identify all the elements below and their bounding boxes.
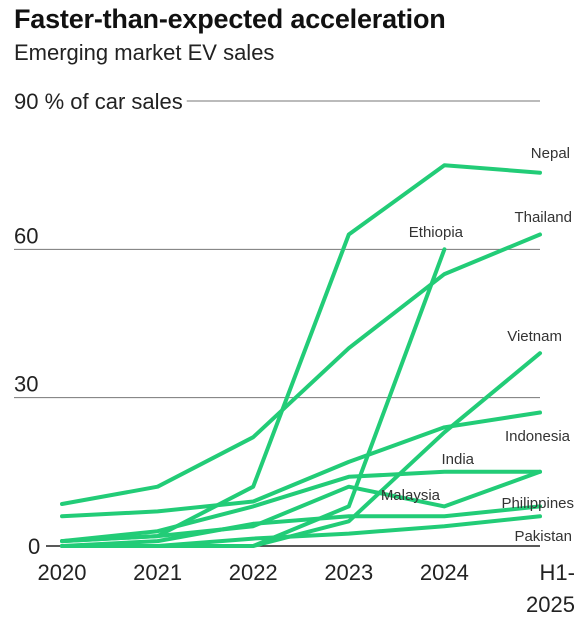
series-line-malaysia (60, 469, 542, 544)
series-label-thailand: Thailand (514, 209, 572, 226)
series-lines (60, 163, 542, 548)
series-line-nepal (60, 163, 542, 544)
series-line-indonesia (60, 410, 542, 519)
series-labels: Nepal Ethiopia Thailand Vietnam Indonesia Ind… (381, 145, 574, 545)
series-label-philippines: Philippines (501, 495, 574, 512)
x-tick-label: 2021 (133, 560, 182, 585)
y-tick-label: 30 (14, 372, 38, 397)
x-tick-label: 2023 (324, 560, 373, 585)
chart-subtitle: Emerging market EV sales (14, 40, 275, 65)
x-tick-label: 2022 (229, 560, 278, 585)
axis-tick-labels: 0 30 60 90 % of car sales 2020 2021 2022 2023 20… (14, 89, 575, 617)
series-label-india: India (441, 451, 474, 468)
series-label-malaysia: Malaysia (381, 487, 441, 504)
series-line-philippines (60, 504, 542, 548)
x-tick-label: 2020 (38, 560, 87, 585)
series-line-india (60, 469, 542, 544)
series-line-vietnam (60, 351, 542, 548)
series-line-thailand (60, 232, 542, 506)
series-label-vietnam: Vietnam (507, 328, 562, 345)
series-label-pakistan: Pakistan (514, 528, 572, 545)
series-line-pakistan (60, 514, 542, 548)
chart-title: Faster-than-expected acceleration (14, 4, 446, 34)
x-tick-label: 2024 (420, 560, 469, 585)
series-label-ethiopia: Ethiopia (409, 224, 464, 241)
y-tick-label: 0 (28, 534, 40, 559)
x-tick-label: H1-2025 (526, 560, 575, 617)
y-tick-label: 60 (14, 223, 38, 248)
series-label-nepal: Nepal (531, 145, 570, 162)
y-axis-label: 90 % of car sales (14, 89, 183, 114)
series-label-indonesia: Indonesia (505, 428, 571, 445)
